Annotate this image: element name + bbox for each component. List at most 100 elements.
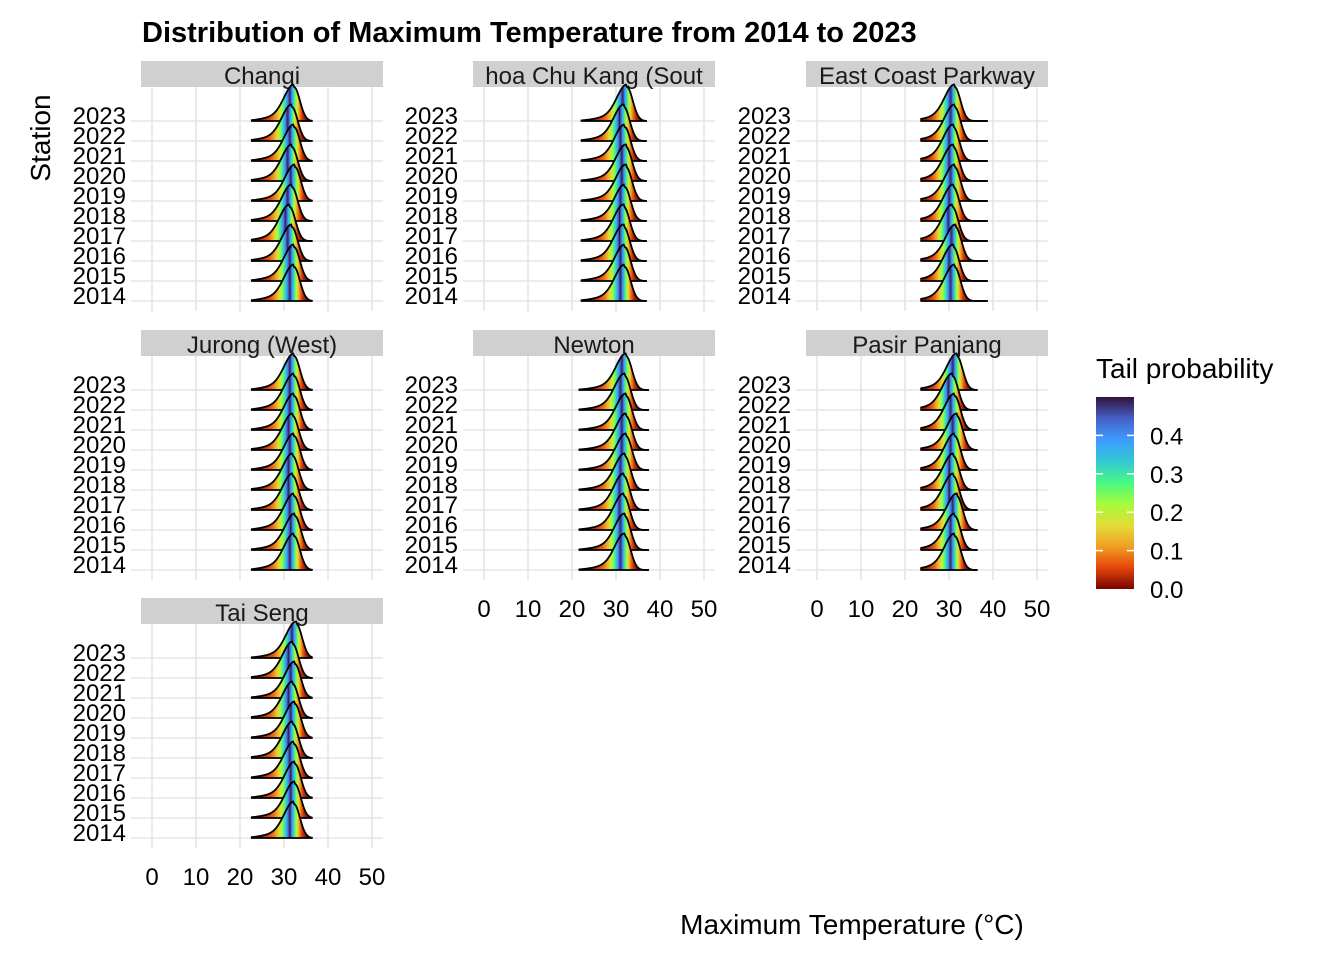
- ridge: [580, 223, 647, 262]
- ridge: [580, 263, 647, 302]
- y-tick-label: 2015: [405, 263, 458, 290]
- y-tick-label: 2018: [738, 203, 791, 230]
- x-tick-label: 40: [647, 596, 674, 623]
- x-tick-label: 50: [1024, 596, 1051, 623]
- x-tick-label: 30: [936, 596, 963, 623]
- y-tick-label: 2022: [73, 123, 126, 150]
- ridge-line: [250, 203, 313, 242]
- ridge-line: [580, 83, 647, 122]
- y-tick-label: 2020: [405, 163, 458, 190]
- y-tick-label: 2014: [73, 283, 126, 310]
- facet-panel: East Coast Parkway2014201520162017201820…: [738, 61, 1048, 311]
- facet-panel: Pasir Panjang201420152016201720182019202…: [738, 330, 1051, 623]
- y-tick-label: 2023: [738, 103, 791, 130]
- facet-strip-label: Jurong (West): [187, 332, 337, 359]
- facet-panels: Changi2014201520162017201820192020202120…: [73, 61, 1051, 891]
- ridge-line: [250, 163, 313, 202]
- y-tick-label: 2021: [738, 143, 791, 170]
- facet-strip: [473, 61, 715, 87]
- x-tick-label: 20: [892, 596, 919, 623]
- facet-panel: hoa Chu Kang (Sout2014201520162017201820…: [405, 61, 715, 311]
- y-tick-label: 2023: [73, 103, 126, 130]
- y-tick-label: 2022: [738, 123, 791, 150]
- facet-panel: Changi2014201520162017201820192020202120…: [73, 61, 383, 311]
- ridge-line: [580, 123, 647, 162]
- legend-tick-label: 0.1: [1150, 539, 1183, 566]
- ridge-line: [580, 163, 647, 202]
- y-tick-label: 2017: [405, 223, 458, 250]
- ridge-line: [580, 223, 647, 262]
- y-tick-label: 2023: [73, 640, 126, 667]
- ridge: [250, 163, 313, 202]
- y-tick-label: 2022: [405, 123, 458, 150]
- legend-tick-label: 0.0: [1150, 577, 1183, 604]
- y-axis-label: Station: [25, 94, 56, 181]
- y-tick-label: 2019: [405, 183, 458, 210]
- ridge-line: [580, 183, 647, 222]
- x-tick-label: 40: [980, 596, 1007, 623]
- x-axis-label: Maximum Temperature (°C): [680, 909, 1024, 940]
- y-tick-label: 2018: [73, 203, 126, 230]
- x-tick-label: 0: [810, 596, 823, 623]
- y-tick-label: 2015: [738, 263, 791, 290]
- ridge: [250, 352, 313, 391]
- y-tick-label: 2019: [73, 183, 126, 210]
- y-tick-label: 2023: [405, 372, 458, 399]
- x-tick-label: 10: [515, 596, 542, 623]
- ridge: [920, 263, 988, 302]
- legend-title: Tail probability: [1096, 353, 1273, 384]
- ridge-line: [250, 223, 313, 262]
- x-tick-label: 10: [183, 864, 210, 891]
- y-tick-label: 2014: [738, 283, 791, 310]
- ridge-line: [250, 183, 313, 222]
- ridge-line: [580, 203, 647, 242]
- facet-strip: [806, 61, 1048, 87]
- legend: Tail probability 0.0 0.1 0.2 0.3 0.4: [1096, 353, 1273, 604]
- ridge-line: [580, 103, 647, 142]
- y-tick-label: 2015: [73, 263, 126, 290]
- legend-tick-label: 0.2: [1150, 500, 1183, 527]
- y-tick-label: 2016: [405, 243, 458, 270]
- x-tick-label: 40: [315, 864, 342, 891]
- x-tick-label: 30: [271, 864, 298, 891]
- y-tick-label: 2021: [405, 143, 458, 170]
- y-tick-label: 2023: [73, 372, 126, 399]
- facet-panel: Jurong (West)201420152016201720182019202…: [73, 330, 383, 580]
- legend-tick-label: 0.4: [1150, 423, 1183, 450]
- facet-panel: Newton2014201520162017201820192020202120…: [405, 330, 718, 623]
- y-tick-label: 2016: [738, 243, 791, 270]
- ridge-line: [580, 243, 647, 282]
- y-tick-label: 2019: [738, 183, 791, 210]
- facet-strip: [141, 61, 383, 87]
- ridge: [920, 532, 978, 571]
- y-tick-label: 2017: [738, 223, 791, 250]
- facet-strip-label: hoa Chu Kang (Sout: [485, 63, 703, 90]
- legend-tick-label: 0.3: [1150, 462, 1183, 489]
- ridge-line: [250, 123, 313, 162]
- x-tick-label: 0: [145, 864, 158, 891]
- x-tick-label: 30: [603, 596, 630, 623]
- y-tick-label: 2023: [405, 103, 458, 130]
- y-tick-label: 2016: [73, 243, 126, 270]
- y-tick-label: 2014: [405, 283, 458, 310]
- ridge-line: [580, 263, 647, 302]
- x-tick-label: 20: [559, 596, 586, 623]
- x-tick-label: 10: [848, 596, 875, 623]
- chart-title: Distribution of Maximum Temperature from…: [142, 17, 917, 49]
- ridge-line: [250, 103, 313, 142]
- ridge-line: [250, 83, 313, 122]
- y-tick-label: 2020: [73, 163, 126, 190]
- ridge-line: [250, 243, 313, 282]
- facet-panel: Tai Seng20142015201620172018201920202021…: [73, 598, 386, 891]
- x-tick-label: 20: [227, 864, 254, 891]
- ridge-line: [580, 143, 647, 182]
- ridge-line: [250, 143, 313, 182]
- y-tick-label: 2021: [73, 143, 126, 170]
- x-tick-label: 50: [691, 596, 718, 623]
- ridge: [250, 143, 313, 182]
- ridge-line: [250, 263, 313, 302]
- x-tick-label: 50: [359, 864, 386, 891]
- ridge: [250, 263, 313, 302]
- y-tick-label: 2017: [73, 223, 126, 250]
